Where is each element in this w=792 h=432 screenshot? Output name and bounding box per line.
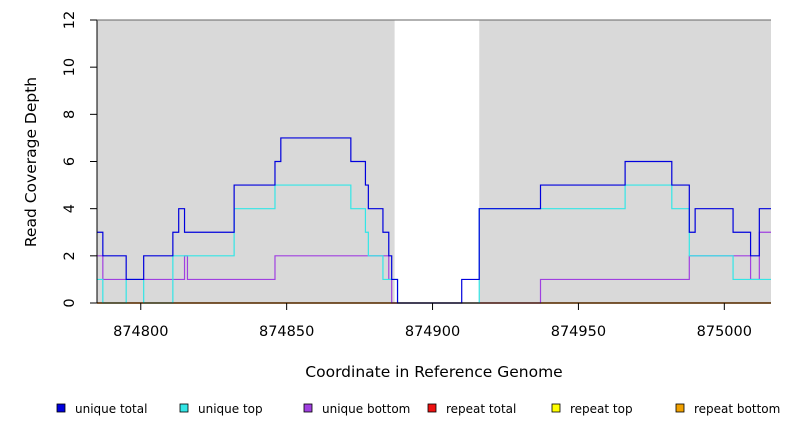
y-tick-label: 8 (62, 110, 78, 119)
legend: unique total unique top unique bottom repea… (56, 402, 780, 416)
legend-label: unique top (198, 402, 263, 416)
series-line-unique-total (97, 137, 771, 304)
legend-item-repeat-top: repeat top (551, 402, 633, 416)
x-axis-title: Coordinate in Reference Genome (305, 363, 562, 381)
series-line-unique-top (97, 184, 771, 304)
y-tick-label: 12 (62, 11, 78, 29)
legend-swatch (303, 403, 313, 413)
legend-item-unique-bottom: unique bottom (303, 402, 410, 416)
legend-swatch (675, 403, 685, 413)
legend-item-unique-total: unique total (56, 402, 147, 416)
x-tick-label: 874900 (405, 324, 460, 340)
legend-swatch (551, 403, 561, 413)
y-axis-title: Read Coverage Depth (22, 77, 40, 247)
x-tick-label: 874850 (259, 324, 314, 340)
legend-label: unique bottom (322, 402, 410, 416)
legend-label: repeat bottom (694, 402, 780, 416)
y-axis: 0 2 4 6 8 10 12 (62, 11, 97, 308)
x-tick-label: 875000 (697, 324, 752, 340)
legend-item-repeat-total: repeat total (427, 402, 516, 416)
legend-swatch (179, 403, 189, 413)
y-tick-label: 4 (62, 204, 78, 213)
legend-item-repeat-bottom: repeat bottom (675, 402, 780, 416)
y-tick-label: 0 (62, 298, 78, 307)
x-tick-label: 874800 (113, 324, 168, 340)
y-tick-label: 10 (62, 58, 78, 76)
y-tick-label: 2 (62, 251, 78, 260)
legend-swatch (56, 403, 66, 413)
uncovered-region (394, 20, 480, 303)
legend-label: unique total (75, 402, 147, 416)
x-tick-label: 874950 (551, 324, 606, 340)
y-tick-label: 6 (62, 157, 78, 166)
legend-swatch (427, 403, 437, 413)
legend-label: repeat top (570, 402, 633, 416)
x-axis: 874800 874850 874900 874950 875000 (113, 303, 752, 340)
legend-label: repeat total (446, 402, 516, 416)
legend-item-unique-top: unique top (179, 402, 263, 416)
